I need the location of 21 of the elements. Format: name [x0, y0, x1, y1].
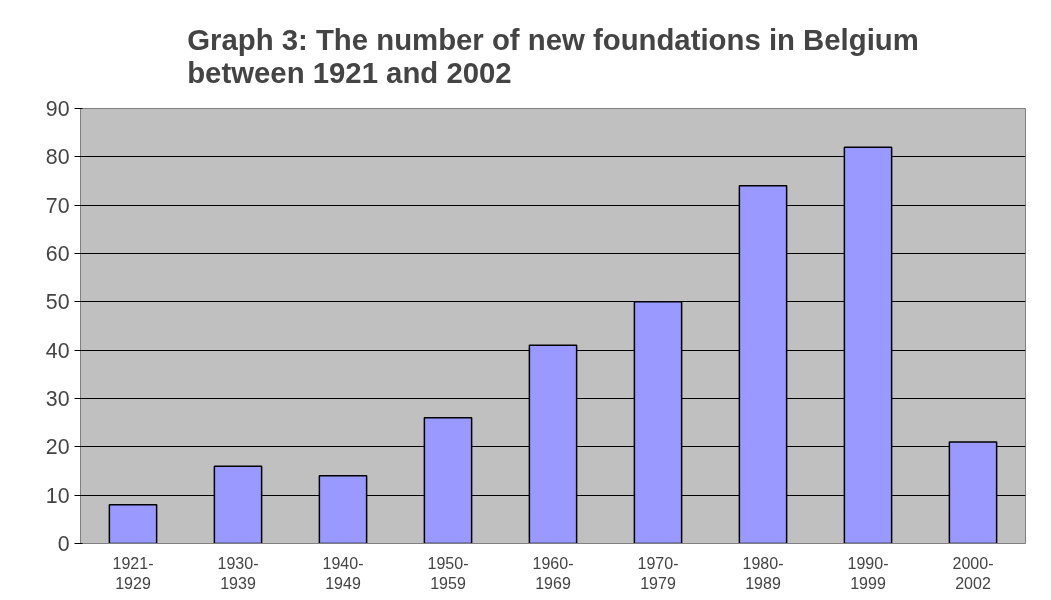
x-tick-label: 1990- 1999 [847, 554, 889, 592]
x-tick-label: 2000- 2002 [952, 554, 994, 592]
x-tick-label: 1950- 1959 [427, 554, 469, 592]
y-tick-label: 60 [45, 242, 70, 266]
y-tick-label: 30 [45, 387, 70, 411]
chart-title: Graph 3: The number of new foundations in Belgium between 1921 and 2002 [187, 22, 919, 89]
bar [108, 504, 158, 544]
x-tick-label: 1940- 1949 [322, 554, 364, 592]
y-tick-label: 50 [45, 290, 70, 315]
y-tick-label: 90 [45, 97, 70, 121]
y-tick-label: 40 [45, 338, 70, 363]
y-tick-label: 10 [45, 483, 70, 508]
x-tick-label: 1930- 1939 [217, 554, 259, 592]
y-tick-label: 80 [45, 145, 70, 170]
x-tick-label: 1921- 1929 [112, 554, 154, 592]
x-tick-label: 1980- 1989 [742, 554, 784, 592]
x-tick-label: 1970- 1979 [637, 554, 679, 592]
y-tick-label: 20 [45, 435, 70, 460]
y-tick-label: 0 [57, 532, 70, 556]
x-tick-label: 1960- 1969 [532, 554, 574, 592]
y-tick-label: 70 [45, 193, 70, 218]
